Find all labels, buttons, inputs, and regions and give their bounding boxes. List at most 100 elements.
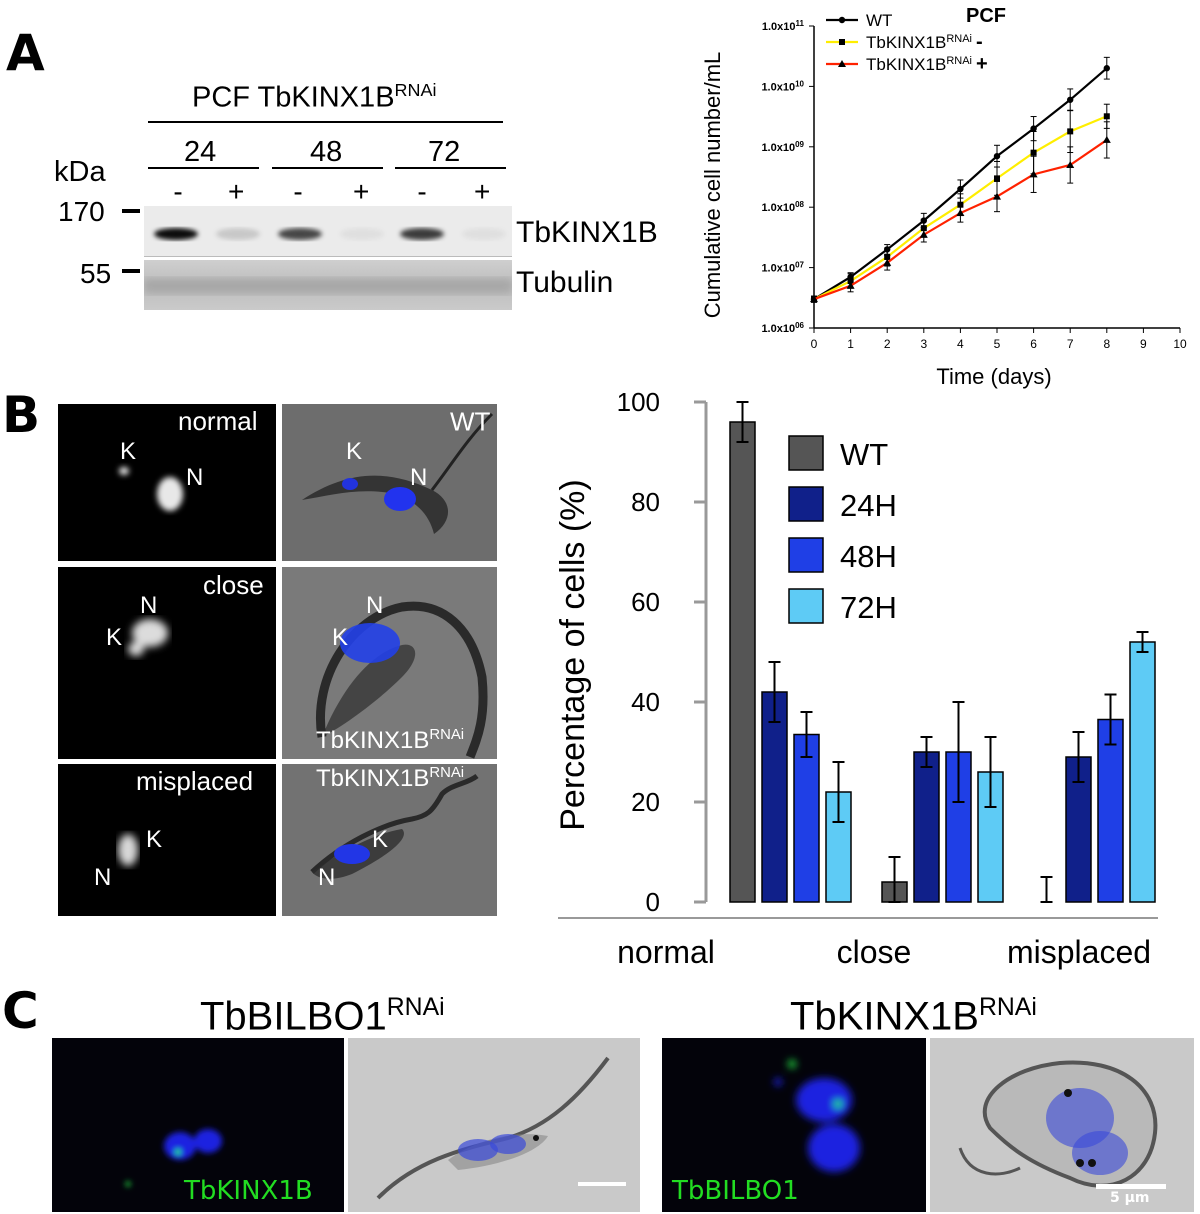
close-phase-image: [316, 601, 488, 759]
bar-close-24H: [913, 751, 940, 903]
phase-label-wt-text: WT: [450, 406, 491, 437]
growth-y-tick-label: 1.0x1008: [761, 200, 804, 215]
c-right-title-text: TbKINX1B: [790, 994, 979, 1039]
bar-normal-24H: [761, 691, 788, 903]
n-label-close-phase: N: [366, 592, 384, 619]
growth-y-tick-exp: 06: [795, 321, 804, 330]
growth-y-tick-label: 1.0x1007: [761, 260, 804, 275]
growth-point: [994, 175, 1000, 182]
micrograph-close-phase: [282, 567, 497, 759]
bar-legend-label: 72H: [840, 590, 897, 625]
header-underline: [148, 121, 503, 123]
kinx-band-4: [340, 228, 384, 240]
panel-label-c: C: [2, 982, 39, 1040]
c-left-fluorescence: [52, 1038, 344, 1212]
growth-title: PCF: [966, 5, 1006, 27]
micrograph-misplaced-dapi: [58, 764, 276, 916]
growth-chart: PCF Cumulative cell number/mL Time (days…: [700, 5, 1187, 389]
growth-x-tick-label: 6: [1030, 337, 1037, 351]
bar-misplaced-72H: [1129, 641, 1156, 903]
c-scale-label: 5 µm: [1110, 1190, 1150, 1206]
western-header-sup: RNAi: [394, 80, 437, 100]
growth-y-tick-exp: 07: [795, 260, 804, 269]
k-label-close-dapi: K: [106, 624, 123, 651]
misplaced-dapi-image: [118, 834, 138, 866]
growth-x-tick-label: 3: [920, 337, 927, 351]
marker-170-tick: [122, 209, 140, 213]
growth-ylabel: Cumulative cell number/mL: [700, 52, 725, 319]
timepoint-underline-72: [395, 167, 506, 169]
k-label-normal-dapi: K: [120, 438, 137, 465]
bar-chart: Percentage of cells (%) 0 20 40 60 80 100 norm…: [554, 387, 1158, 970]
phase-label-close: TbKINX1BRNAi: [316, 728, 464, 753]
western-header-text: PCF TbKINX1B: [192, 81, 395, 114]
western-header: PCF TbKINX1BRNAi: [192, 80, 436, 115]
kinx-band-1: [154, 228, 198, 240]
growth-y-tick-label: 1.0x1010: [761, 79, 804, 94]
phase-label-wt: WT: [450, 408, 490, 435]
c-left-title-text: TbBILBO1: [200, 994, 387, 1039]
c-left-title: TbBILBO1RNAi: [200, 994, 445, 1039]
bar-legend-label: WT: [840, 437, 888, 472]
k-label-misplaced-dapi: K: [146, 826, 163, 853]
bar-legend-swatch: [788, 537, 824, 573]
growth-point: [919, 230, 928, 238]
timepoint-underline-24: [148, 167, 259, 169]
growth-legend-suffix: -: [976, 31, 983, 53]
lane-sign-4: +: [353, 176, 370, 207]
lane-sign-3: -: [293, 176, 303, 207]
growth-x-tick-label: 10: [1173, 337, 1187, 351]
growth-xlabel: Time (days): [936, 364, 1051, 389]
growth-point: [1067, 96, 1074, 103]
growth-point: [1102, 135, 1111, 143]
growth-point: [846, 281, 855, 289]
bar-normal-48H: [793, 733, 820, 903]
growth-point: [1103, 113, 1110, 120]
kinx-band-6: [462, 228, 506, 240]
growth-y-tick-exp: 11: [796, 19, 805, 28]
bar-legend-swatch: [788, 486, 824, 522]
growth-y-tick-exp: 08: [795, 200, 804, 209]
growth-x-tick-label: 9: [1140, 337, 1147, 351]
growth-legend-label: WT: [866, 11, 892, 30]
growth-legend-sup: RNAi: [946, 55, 972, 67]
growth-point: [993, 192, 1001, 200]
bar-legend-swatch: [788, 435, 824, 471]
lane-sign-2: +: [228, 176, 245, 207]
growth-legend-label: TbKINX1BRNAi -: [866, 31, 983, 53]
panel-label-b: B: [2, 386, 41, 444]
growth-point: [810, 295, 818, 303]
phase-label-misplaced-text: TbKINX1B: [316, 765, 430, 792]
bar-category-label: normal: [617, 934, 715, 970]
growth-y-tick-exp: 09: [795, 139, 804, 148]
growth-y-tick-label: 1.0x1009: [761, 139, 804, 154]
c-right-stain-label: TbBILBO1: [672, 1176, 799, 1206]
bar-legend-label: 48H: [840, 539, 897, 574]
phase-label-misplaced: TbKINX1BRNAi: [316, 766, 464, 791]
growth-point: [957, 185, 964, 193]
c-right-fluorescence: [662, 1038, 926, 1212]
timepoint-72: 72: [428, 136, 461, 168]
phase-label-misplaced-sup: RNAi: [429, 765, 465, 781]
lane-sign-1: -: [173, 176, 183, 207]
bar-misplaced-48H: [1097, 718, 1124, 903]
bar-ylabel: Percentage of cells (%): [554, 479, 592, 831]
kda-label: kDa: [54, 156, 106, 188]
panel-label-a: A: [6, 24, 45, 82]
growth-legend-marker: [839, 39, 845, 45]
n-label-misplaced-dapi: N: [94, 864, 112, 891]
c-right-scalebar: [1096, 1184, 1166, 1189]
row-label-normal: normal: [178, 406, 258, 436]
bar-y-tick-label: 20: [631, 787, 660, 817]
growth-legend-marker: [838, 16, 846, 24]
phase-label-close-text: TbKINX1B: [316, 727, 430, 754]
c-right-title: TbKINX1BRNAi: [790, 994, 1037, 1039]
c-left-title-sup: RNAi: [386, 994, 445, 1021]
blot-label-kinx1b: TbKINX1B: [516, 216, 658, 249]
timepoint-48: 48: [310, 136, 343, 168]
growth-x-tick-label: 0: [811, 337, 818, 351]
phase-label-close-sup: RNAi: [429, 727, 465, 743]
lane-sign-5: -: [417, 176, 427, 207]
timepoint-underline-48: [272, 167, 383, 169]
c-right-phase: [930, 1038, 1194, 1212]
